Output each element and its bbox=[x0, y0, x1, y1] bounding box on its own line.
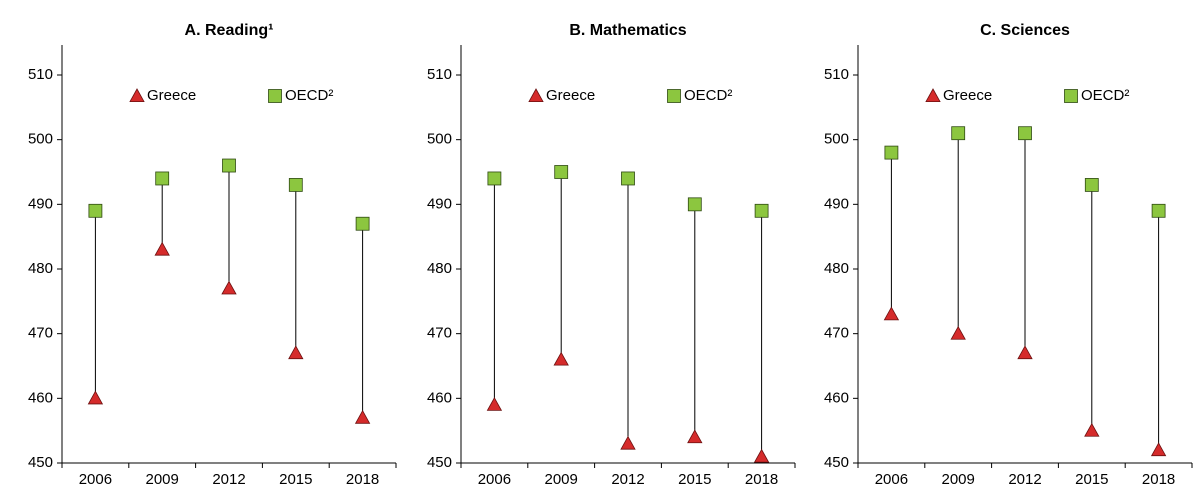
greece-marker bbox=[154, 241, 170, 256]
oecd-marker bbox=[355, 216, 370, 231]
oecd-marker bbox=[487, 171, 502, 186]
legend-marker bbox=[528, 88, 544, 102]
legend-marker bbox=[1064, 89, 1078, 103]
x-tick-label: 2018 bbox=[745, 471, 778, 488]
greece-marker bbox=[950, 325, 966, 340]
oecd-marker bbox=[222, 158, 236, 173]
greece-marker bbox=[883, 306, 900, 321]
x-tick-label: 2015 bbox=[279, 471, 312, 488]
y-tick-label: 490 bbox=[824, 195, 849, 212]
greece-marker bbox=[553, 351, 569, 366]
y-tick-label: 510 bbox=[824, 66, 849, 83]
y-tick-label: 510 bbox=[28, 66, 53, 83]
legend-marker bbox=[268, 89, 282, 103]
y-tick-label: 480 bbox=[427, 260, 452, 277]
x-tick-label: 2015 bbox=[1075, 471, 1108, 488]
greece-marker bbox=[354, 409, 371, 424]
greece-marker bbox=[87, 390, 104, 405]
panel-title: A. Reading¹ bbox=[185, 22, 274, 39]
x-tick-label: 2018 bbox=[346, 471, 379, 488]
panel-title: B. Mathematics bbox=[569, 22, 686, 39]
legend-label: Greece bbox=[147, 87, 196, 104]
y-tick-label: 460 bbox=[28, 389, 53, 406]
x-tick-label: 2006 bbox=[875, 471, 908, 488]
x-tick-label: 2009 bbox=[146, 471, 179, 488]
x-tick-label: 2006 bbox=[79, 471, 112, 488]
legend-label: OECD² bbox=[684, 87, 732, 104]
greece-marker bbox=[1084, 422, 1100, 437]
greece-marker bbox=[288, 345, 304, 360]
y-tick-label: 480 bbox=[28, 260, 53, 277]
x-tick-label: 2015 bbox=[678, 471, 711, 488]
greece-marker bbox=[1017, 345, 1033, 360]
y-tick-label: 460 bbox=[427, 389, 452, 406]
x-tick-label: 2012 bbox=[1008, 471, 1041, 488]
oecd-marker bbox=[288, 178, 303, 192]
y-tick-label: 480 bbox=[824, 260, 849, 277]
y-tick-label: 510 bbox=[427, 66, 452, 83]
greece-marker bbox=[687, 429, 703, 444]
y-tick-label: 500 bbox=[28, 131, 53, 148]
oecd-marker bbox=[1084, 178, 1099, 192]
legend-marker bbox=[129, 88, 145, 102]
greece-marker bbox=[1150, 442, 1167, 457]
oecd-marker bbox=[754, 203, 769, 218]
greece-marker bbox=[486, 396, 503, 411]
panel-title: C. Sciences bbox=[980, 22, 1070, 39]
y-tick-label: 500 bbox=[824, 131, 849, 148]
oecd-marker bbox=[951, 126, 966, 141]
y-tick-label: 470 bbox=[824, 325, 849, 342]
oecd-marker bbox=[884, 145, 899, 160]
y-tick-label: 450 bbox=[427, 454, 452, 471]
legend-label: OECD² bbox=[1081, 87, 1129, 104]
x-tick-label: 2012 bbox=[212, 471, 245, 488]
legend-marker bbox=[925, 88, 941, 102]
oecd-marker bbox=[1018, 126, 1032, 141]
oecd-marker bbox=[687, 197, 702, 212]
y-tick-label: 460 bbox=[824, 389, 849, 406]
x-tick-label: 2006 bbox=[478, 471, 511, 488]
x-tick-label: 2018 bbox=[1142, 471, 1175, 488]
legend-label: OECD² bbox=[285, 87, 333, 104]
oecd-marker bbox=[554, 165, 569, 179]
oecd-marker bbox=[88, 203, 103, 218]
legend-marker bbox=[667, 89, 681, 103]
y-tick-label: 470 bbox=[28, 325, 53, 342]
x-tick-label: 2009 bbox=[942, 471, 975, 488]
y-tick-label: 450 bbox=[28, 454, 53, 471]
x-tick-label: 2012 bbox=[611, 471, 644, 488]
greece-marker bbox=[620, 435, 636, 450]
y-tick-label: 490 bbox=[427, 195, 452, 212]
oecd-marker bbox=[155, 171, 170, 186]
y-tick-label: 500 bbox=[427, 131, 452, 148]
oecd-marker bbox=[1151, 203, 1166, 218]
y-tick-label: 470 bbox=[427, 325, 452, 342]
greece-marker bbox=[753, 448, 770, 463]
x-tick-label: 2009 bbox=[545, 471, 578, 488]
greece-marker bbox=[221, 280, 237, 295]
legend-label: Greece bbox=[943, 87, 992, 104]
y-tick-label: 450 bbox=[824, 454, 849, 471]
legend-label: Greece bbox=[546, 87, 595, 104]
oecd-marker bbox=[621, 171, 635, 186]
y-tick-label: 490 bbox=[28, 195, 53, 212]
